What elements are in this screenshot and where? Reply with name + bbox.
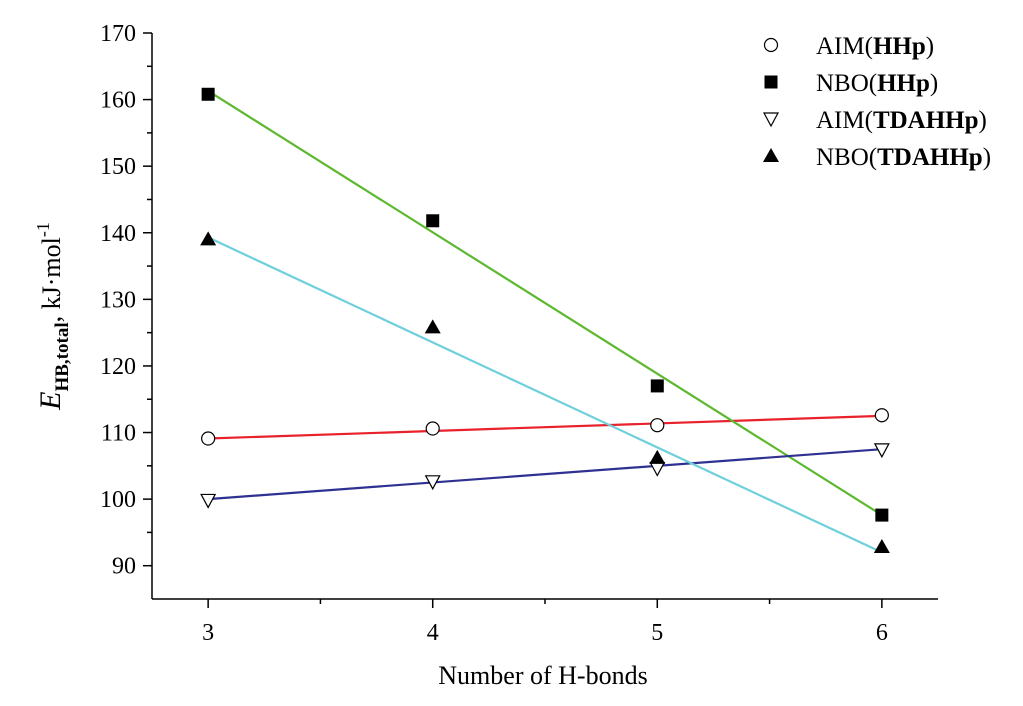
y-tick-label: 160 [100, 88, 136, 114]
fit-line-series-2 [207, 90, 883, 517]
y-tick-label: 110 [101, 421, 136, 447]
legend-label-series-3: AIM(TDAHHp) [816, 107, 987, 134]
y-tick-label: 130 [100, 287, 136, 313]
y-axis-title: EHB,total, kJ·mol-1 [33, 222, 73, 411]
data-point-series-1 [650, 418, 665, 433]
data-point-series-1 [425, 421, 440, 436]
fit-line-series-4 [207, 236, 883, 554]
y-axis-title-superscript: -1 [33, 222, 53, 237]
data-point-series-2 [650, 379, 664, 393]
fit-line-series-1 [208, 414, 882, 440]
fit-line-series-3 [208, 448, 882, 501]
legend-label-bold: HHp [873, 33, 926, 60]
y-axis-title-main: E [34, 392, 67, 411]
data-point-series-4 [649, 449, 666, 464]
y-tick-label: 100 [100, 487, 136, 513]
fit-lines [207, 90, 883, 554]
legend-marker-series-1 [763, 37, 779, 53]
legend-label-prefix: NBO( [816, 144, 877, 171]
y-tick-label: 150 [100, 154, 136, 180]
legend-label-bold: TDAHHp [877, 144, 983, 171]
legend-marker-series-2 [764, 75, 778, 89]
legend-label-bold: HHp [877, 70, 930, 97]
legend-label-series-4: NBO(TDAHHp) [816, 144, 991, 171]
axes: 90 100 110 120 130 140 150 160 170 3 4 5 6 [100, 21, 938, 646]
data-point-series-4 [200, 231, 217, 246]
legend-label-suffix: ) [983, 144, 991, 171]
legend: AIM(HHp)NBO(HHp)AIM(TDAHHp)NBO(TDAHHp) [762, 33, 991, 171]
legend-marker-series-3 [762, 112, 780, 128]
data-point-series-1 [874, 408, 889, 423]
legend-marker-series-4 [763, 148, 779, 162]
legend-label-suffix: ) [979, 107, 987, 134]
legend-label-suffix: ) [930, 70, 938, 97]
data-point-series-1 [201, 431, 216, 446]
legend-label-series-1: AIM(HHp) [816, 33, 934, 60]
data-point-series-3 [649, 461, 666, 477]
data-point-series-4 [873, 539, 890, 554]
legend-label-bold: TDAHHp [873, 107, 979, 134]
axis-titles: Number of H-bonds EHB,total, kJ·mol-1 [33, 222, 648, 690]
legend-label-prefix: NBO( [816, 70, 877, 97]
data-point-series-4 [424, 319, 441, 334]
legend-label-suffix: ) [926, 33, 934, 60]
y-axis-title-subscript: HB,total [52, 322, 73, 391]
x-tick-label: 4 [427, 620, 439, 646]
data-markers [200, 87, 890, 554]
y-tick-label: 140 [100, 221, 136, 247]
y-tick-label: 120 [100, 354, 136, 380]
legend-label-prefix: AIM( [816, 33, 873, 60]
x-tick-label: 6 [876, 620, 888, 646]
y-tick-label: 170 [100, 21, 136, 47]
data-point-series-3 [200, 493, 217, 509]
x-tick-label: 3 [202, 620, 214, 646]
x-tick-label: 5 [651, 620, 663, 646]
y-axis-title-unit: , kJ·mol [37, 237, 66, 322]
legend-label-prefix: AIM( [816, 107, 873, 134]
y-tick-label: 90 [112, 554, 136, 580]
data-point-series-3 [873, 443, 890, 459]
data-point-series-2 [875, 508, 889, 522]
data-point-series-2 [201, 87, 215, 101]
x-axis-title: Number of H-bonds [438, 661, 647, 690]
data-point-series-3 [424, 475, 441, 491]
legend-label-series-2: NBO(HHp) [816, 70, 938, 97]
data-point-series-2 [426, 214, 440, 228]
